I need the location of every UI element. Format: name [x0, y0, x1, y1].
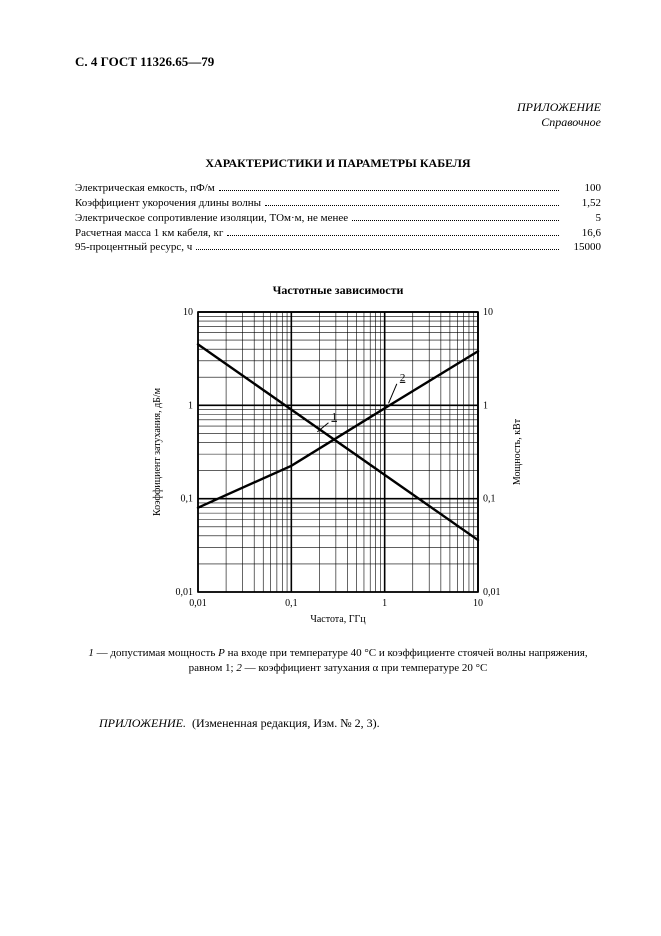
caption-part: — допустимая мощность	[94, 647, 218, 659]
param-value: 100	[563, 181, 601, 196]
param-label: Электрическое сопротивление изоляции, ТО…	[75, 211, 348, 226]
param-value: 1,52	[563, 196, 601, 211]
params-block: Электрическая емкость, пФ/м100Коэффициен…	[75, 181, 601, 255]
param-dots	[196, 249, 559, 250]
param-label: 95-процентный ресурс, ч	[75, 240, 192, 255]
section-title: ХАРАКТЕРИСТИКИ И ПАРАМЕТРЫ КАБЕЛЯ	[75, 156, 601, 171]
revision-rest: (Измененная редакция, Изм. № 2, 3).	[186, 716, 380, 730]
annex-note: Справочное	[75, 115, 601, 130]
param-dots	[227, 235, 559, 236]
page-header: С. 4 ГОСТ 11326.65—79	[75, 54, 601, 70]
param-value: 5	[563, 211, 601, 226]
param-dots	[219, 190, 559, 191]
param-value: 15000	[563, 240, 601, 255]
chart-title: Частотные зависимости	[75, 283, 601, 298]
param-dots	[352, 220, 559, 221]
param-row: Коэффициент укорочения длины волны 1,52	[75, 196, 601, 211]
param-row: Электрическое сопротивление изоляции, ТО…	[75, 211, 601, 226]
frequency-chart: 120,010,11100,010,11100,010,1110Частота,…	[143, 306, 533, 632]
svg-text:0,1: 0,1	[181, 494, 194, 505]
svg-text:Мощность, кВт: Мощность, кВт	[512, 418, 523, 485]
svg-text:10: 10	[183, 307, 193, 318]
svg-text:0,01: 0,01	[483, 587, 501, 598]
param-row: 95-процентный ресурс, ч 15000	[75, 240, 601, 255]
caption-part: — коэффициент затухания α при температур…	[242, 662, 488, 674]
svg-text:0,01: 0,01	[189, 598, 207, 609]
svg-text:0,1: 0,1	[285, 598, 298, 609]
svg-text:0,01: 0,01	[176, 587, 194, 598]
svg-text:Коэффициент затухания, дБ/м: Коэффициент затухания, дБ/м	[152, 388, 163, 517]
svg-text:10: 10	[483, 307, 493, 318]
revision-prefix: ПРИЛОЖЕНИЕ.	[99, 716, 186, 730]
svg-text:Частота, ГГц: Частота, ГГц	[310, 614, 366, 625]
svg-text:1: 1	[382, 598, 387, 609]
param-row: Электрическая емкость, пФ/м 100	[75, 181, 601, 196]
svg-text:0,1: 0,1	[483, 494, 496, 505]
param-label: Коэффициент укорочения длины волны	[75, 196, 261, 211]
svg-text:1: 1	[188, 401, 193, 412]
param-dots	[265, 205, 559, 206]
param-row: Расчетная масса 1 км кабеля, кг 16,6	[75, 226, 601, 241]
svg-text:1: 1	[331, 411, 337, 423]
param-value: 16,6	[563, 226, 601, 241]
svg-text:2: 2	[400, 372, 406, 384]
annex-label: ПРИЛОЖЕНИЕ	[75, 100, 601, 115]
svg-text:10: 10	[473, 598, 483, 609]
param-label: Электрическая емкость, пФ/м	[75, 181, 215, 196]
chart-caption: 1 — допустимая мощность P на входе при т…	[75, 646, 601, 676]
svg-text:1: 1	[483, 401, 488, 412]
param-label: Расчетная масса 1 км кабеля, кг	[75, 226, 223, 241]
caption-part: P	[218, 647, 225, 659]
revision-note: ПРИЛОЖЕНИЕ. (Измененная редакция, Изм. №…	[75, 716, 601, 731]
